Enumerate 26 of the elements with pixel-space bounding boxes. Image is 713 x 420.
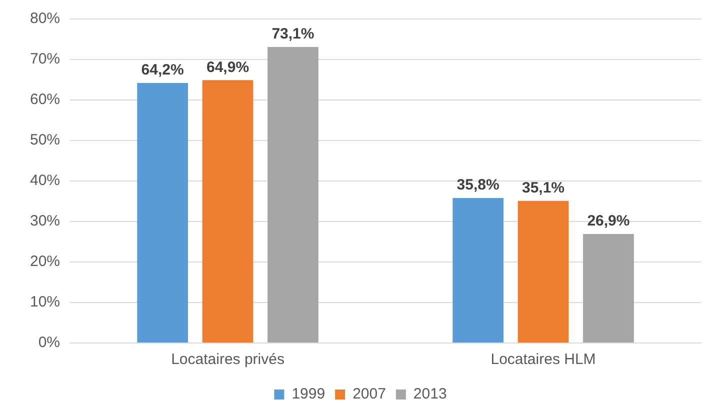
y-tick-label: 80% — [30, 10, 60, 28]
x-tick-label: Locataires privés — [171, 351, 284, 368]
bar — [268, 46, 318, 342]
data-label: 26,9% — [587, 212, 630, 230]
bar — [137, 82, 188, 342]
data-label: 64,2% — [141, 62, 184, 79]
y-tick-label: 0% — [38, 334, 60, 352]
y-tick-label: 30% — [30, 212, 60, 230]
legend-label: 1999 — [292, 386, 326, 403]
y-tick-label: 60% — [30, 91, 60, 108]
legend-label: 2013 — [413, 386, 447, 403]
bar — [583, 234, 634, 342]
data-label: 35,1% — [522, 179, 565, 196]
y-tick-label: 20% — [30, 253, 60, 270]
y-tick-label: 70% — [30, 50, 60, 68]
y-tick-label: 40% — [30, 172, 60, 190]
y-tick-label: 10% — [30, 294, 60, 311]
data-label: 64,9% — [206, 58, 250, 76]
data-label: 35,8% — [456, 176, 500, 194]
bar — [452, 198, 504, 342]
data-label: 73,1% — [272, 26, 314, 43]
bar — [202, 80, 254, 342]
y-tick-label: 50% — [30, 132, 60, 149]
x-tick-label: Locataires HLM — [490, 351, 596, 368]
legend-label: 2007 — [352, 386, 386, 403]
bar — [518, 200, 569, 342]
